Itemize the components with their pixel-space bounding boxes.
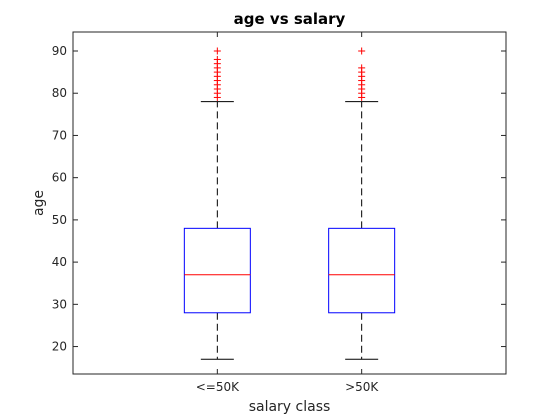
iqr-box [328, 227, 396, 314]
outlier-marker [358, 47, 366, 55]
plot-area [183, 47, 396, 360]
outlier-marker [358, 64, 366, 72]
x-axis-label: salary class [249, 399, 331, 415]
y-tick-label: 70 [52, 128, 67, 142]
y-tick-label: 20 [52, 340, 67, 354]
axes-frame [72, 31, 507, 375]
y-tick-label: 80 [52, 86, 67, 100]
iqr-box [183, 227, 251, 314]
y-tick-label: 60 [52, 171, 67, 185]
outlier-marker [213, 55, 221, 63]
y-tick-label: 90 [52, 44, 67, 58]
x-tick-label: >50K [345, 380, 379, 394]
y-tick-label: 40 [52, 255, 67, 269]
chart-title: age vs salary [234, 10, 346, 28]
box-group [183, 47, 251, 360]
box-group [328, 47, 396, 360]
y-axis-label: age [31, 190, 47, 216]
y-tick-label: 50 [52, 213, 67, 227]
axes: 20 30 40 50 60 70 80 90 <=50K >50K [52, 31, 507, 394]
y-tick-label: 30 [52, 297, 67, 311]
x-tick-label: <=50K [196, 380, 240, 394]
outlier-marker [213, 47, 221, 55]
